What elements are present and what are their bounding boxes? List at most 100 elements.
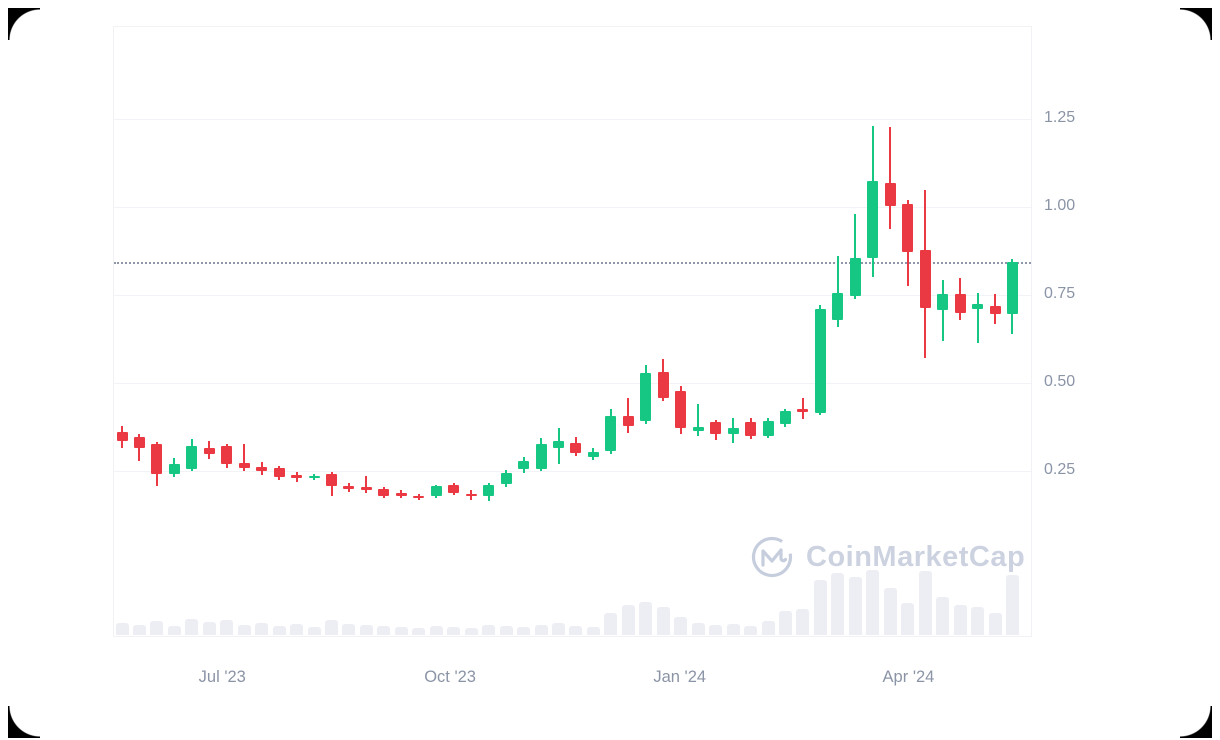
volume-bar [813, 580, 827, 635]
volume-bar [307, 627, 321, 635]
candle-body [291, 475, 303, 478]
candle-body [570, 442, 582, 454]
volume-bar [796, 609, 810, 635]
volume-bar [971, 607, 985, 635]
candle-wick [854, 214, 857, 300]
candle-body [308, 475, 320, 479]
volume-bar [674, 617, 688, 635]
candle-body [168, 463, 180, 475]
candle-body [1006, 261, 1018, 314]
volume-bar [744, 626, 758, 635]
candle-body [622, 416, 634, 426]
candle-body [483, 485, 495, 496]
volume-bar [848, 577, 862, 635]
volume-bar [621, 605, 635, 635]
volume-bar [132, 625, 146, 635]
candle-body [884, 183, 896, 206]
candle-wick [365, 475, 368, 493]
volume-bar [918, 571, 932, 635]
candle-body [448, 485, 460, 493]
candle-body [203, 448, 215, 455]
volume-bar [883, 588, 897, 635]
candle-wick [836, 255, 839, 328]
candle-body [937, 293, 949, 311]
volume-bar [586, 627, 600, 635]
volume-bar [517, 627, 531, 635]
candle-body [273, 468, 285, 477]
volume-bar [272, 626, 286, 635]
corner-mark-top-right [1180, 8, 1212, 40]
candle-body [779, 411, 791, 425]
candle-wick [889, 127, 892, 230]
candle-body [814, 309, 826, 413]
candle-body [465, 493, 477, 497]
gridline [114, 207, 1031, 208]
candle-body [902, 203, 914, 253]
volume-bar [185, 619, 199, 635]
candle-body [151, 443, 163, 475]
y-tick-label: 1.00 [1044, 197, 1076, 214]
candle-body [657, 372, 669, 398]
corner-mark-bottom-right [1180, 706, 1212, 738]
candle-body [256, 467, 268, 471]
candle-body [692, 427, 704, 431]
candle-body [710, 422, 722, 435]
volume-bar [150, 621, 164, 635]
volume-bar [202, 622, 216, 635]
candle-body [797, 409, 809, 413]
volume-bar [429, 626, 443, 635]
gridline [114, 295, 1031, 296]
volume-bar [656, 607, 670, 635]
volume-bar [237, 625, 251, 635]
candlestick-chart-plot-area[interactable] [113, 26, 1032, 637]
volume-bar [377, 626, 391, 635]
candle-body [832, 292, 844, 320]
candle-body [326, 474, 338, 487]
x-tick-label: Apr '24 [882, 668, 935, 686]
current-price-line [114, 261, 1031, 264]
volume-bar [988, 613, 1002, 635]
candle-body [238, 462, 250, 469]
volume-bar [901, 603, 915, 635]
volume-bar [761, 621, 775, 635]
volume-bar [499, 626, 513, 635]
y-tick-label: 0.25 [1044, 461, 1076, 478]
y-tick-label: 0.75 [1044, 285, 1076, 302]
gridline [114, 471, 1031, 472]
volume-bar [604, 613, 618, 635]
volume-bar [1005, 575, 1019, 635]
volume-bar [167, 626, 181, 635]
corner-mark-top-left [8, 8, 40, 40]
volume-bar [534, 625, 548, 635]
volume-bar [464, 628, 478, 635]
candle-body [553, 441, 564, 449]
candle-body [518, 461, 530, 469]
candle-wick [243, 443, 246, 471]
candle-body [395, 493, 407, 496]
volume-bar [569, 626, 583, 635]
candle-wick [941, 279, 944, 341]
volume-bar [726, 624, 740, 635]
volume-bar [778, 611, 792, 635]
volume-bar [936, 597, 950, 635]
volume-bar [831, 573, 845, 635]
candle-body [727, 428, 739, 435]
x-tick-label: Jan '24 [653, 668, 707, 686]
volume-bar [342, 624, 356, 635]
candle-body [413, 495, 425, 499]
volume-bar [953, 605, 967, 635]
candle-body [640, 373, 652, 421]
x-tick-label: Oct '23 [424, 668, 476, 686]
volume-bar [482, 625, 496, 635]
volume-bar [394, 627, 408, 635]
volume-bar [691, 623, 705, 635]
candle-wick [697, 404, 700, 437]
candle-wick [976, 292, 979, 343]
candle-body [343, 486, 355, 490]
volume-bar [290, 624, 304, 635]
candle-body [360, 486, 372, 490]
candle-body [500, 472, 512, 485]
volume-bar [255, 623, 269, 635]
candle-wick [627, 397, 630, 433]
y-tick-label: 1.25 [1044, 109, 1076, 126]
